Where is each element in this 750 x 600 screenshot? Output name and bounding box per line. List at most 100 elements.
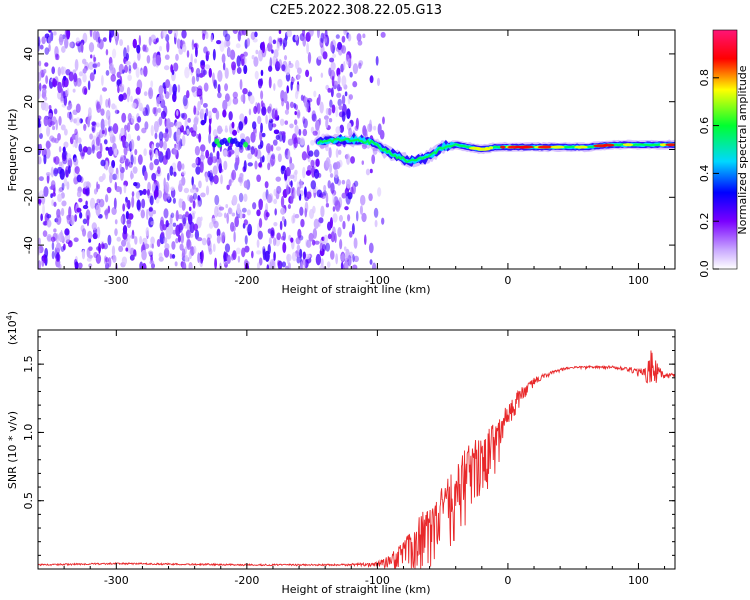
noise-blob xyxy=(318,217,324,224)
noise-blob xyxy=(62,90,66,99)
y-tick-label: -20 xyxy=(22,188,35,206)
noise-blob xyxy=(100,159,106,167)
noise-blob xyxy=(73,72,78,83)
noise-blob xyxy=(307,52,312,64)
noise-blob xyxy=(176,128,181,140)
noise-blob xyxy=(160,231,165,238)
noise-blob xyxy=(168,30,173,35)
noise-blob xyxy=(256,239,260,248)
noise-blob xyxy=(43,154,47,165)
noise-blob xyxy=(188,206,192,212)
noise-blob xyxy=(183,187,190,194)
noise-blob xyxy=(112,173,118,181)
noise-blob xyxy=(217,83,221,94)
noise-blob xyxy=(151,143,154,151)
noise-blob xyxy=(159,138,164,149)
x-tick-label: -200 xyxy=(234,274,259,287)
noise-blob xyxy=(74,214,78,222)
noise-blob xyxy=(325,157,331,168)
noise-blob xyxy=(330,87,334,98)
noise-blob xyxy=(227,256,232,264)
noise-blob xyxy=(151,172,157,181)
noise-blob xyxy=(190,53,193,65)
noise-blob xyxy=(215,110,220,120)
noise-blob xyxy=(222,62,226,71)
noise-blob xyxy=(273,129,280,135)
noise-blob xyxy=(218,206,225,211)
noise-blob xyxy=(57,193,63,203)
noise-blob xyxy=(175,210,179,222)
noise-blob xyxy=(104,160,109,171)
noise-blob xyxy=(365,168,371,176)
noise-blob xyxy=(194,58,197,64)
noise-blob xyxy=(93,251,98,258)
noise-blob xyxy=(361,160,365,165)
noise-blob xyxy=(176,38,181,49)
noise-blob xyxy=(134,148,138,156)
noise-blob xyxy=(232,129,238,136)
noise-blob xyxy=(244,245,250,253)
noise-blob xyxy=(151,243,155,249)
noise-blob xyxy=(232,250,237,261)
noise-blob xyxy=(317,173,322,178)
noise-blob xyxy=(280,196,285,208)
noise-blob xyxy=(52,78,58,88)
x-tick-label: 0 xyxy=(504,274,511,287)
noise-blob xyxy=(112,254,117,263)
noise-blob xyxy=(212,48,216,61)
noise-blob xyxy=(369,75,374,84)
noise-blob xyxy=(181,172,185,177)
noise-blob xyxy=(331,75,335,87)
noise-blob xyxy=(341,111,346,122)
noise-blob xyxy=(149,195,154,206)
noise-blob xyxy=(82,204,89,210)
noise-blob xyxy=(309,76,313,83)
noise-blob xyxy=(268,237,272,245)
noise-blob xyxy=(188,261,193,269)
noise-blob xyxy=(81,249,86,260)
noise-blob xyxy=(148,36,152,46)
colorbar-tick-label: 0.0 xyxy=(698,260,711,278)
noise-blob xyxy=(119,39,124,46)
noise-blob xyxy=(333,80,338,86)
noise-blob xyxy=(257,144,263,150)
noise-blob xyxy=(97,36,101,44)
noise-blob xyxy=(60,245,65,252)
noise-blob xyxy=(348,127,353,137)
noise-blob xyxy=(142,262,147,269)
noise-blob xyxy=(320,72,324,78)
colorbar-label: Normalized spectral amplitude xyxy=(736,65,749,234)
noise-blob xyxy=(197,85,203,93)
noise-blob xyxy=(208,110,212,120)
noise-blob xyxy=(274,208,277,216)
noise-blob xyxy=(346,178,351,189)
noise-blob xyxy=(326,261,331,268)
noise-blob xyxy=(150,80,154,88)
noise-blob xyxy=(295,59,300,70)
noise-blob xyxy=(337,74,341,85)
noise-blob xyxy=(250,31,256,40)
noise-blob xyxy=(88,61,94,70)
noise-blob xyxy=(114,228,118,237)
noise-blob xyxy=(222,99,228,111)
noise-blob xyxy=(208,172,214,182)
noise-blob xyxy=(325,118,329,129)
noise-blob xyxy=(323,234,329,244)
noise-blob xyxy=(169,214,173,225)
noise-blob xyxy=(247,223,253,236)
noise-blob xyxy=(158,93,164,102)
noise-blob xyxy=(74,261,79,269)
noise-blob xyxy=(101,74,104,86)
noise-blob xyxy=(113,197,117,210)
noise-blob xyxy=(322,33,326,39)
noise-blob xyxy=(243,51,248,57)
noise-blob xyxy=(165,219,169,228)
y-tick-label: 40 xyxy=(22,47,35,61)
noise-blob xyxy=(285,100,290,111)
noise-blob xyxy=(260,69,264,77)
noise-blob xyxy=(66,215,72,225)
noise-blob xyxy=(178,179,183,188)
noise-blob xyxy=(90,54,93,59)
noise-blob xyxy=(132,62,138,70)
